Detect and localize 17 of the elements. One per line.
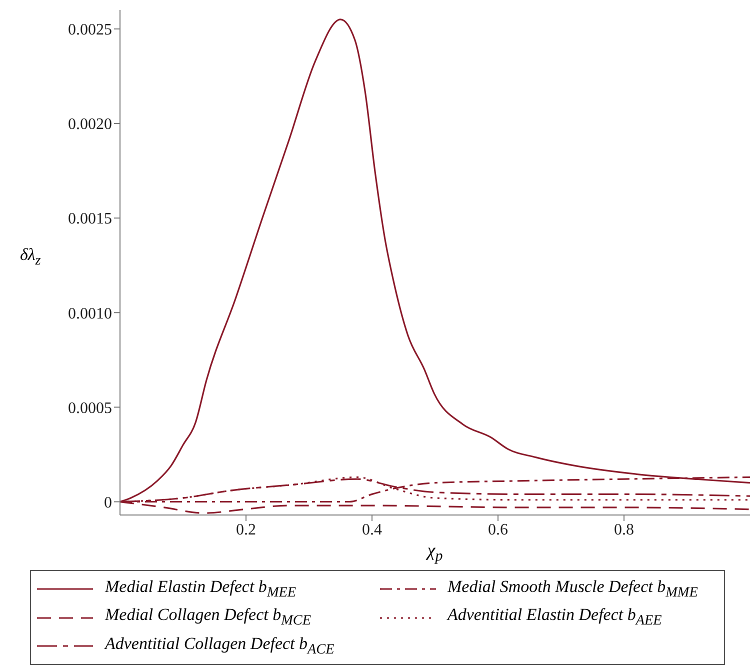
legend-label: Adventitial Elastin Defect b$_{AEE}$ xyxy=(448,605,662,630)
x-axis-title: χ$_{p}$ xyxy=(424,540,444,566)
legend-label: Medial Elastin Defect b$_{MEE}$ xyxy=(105,577,296,602)
x-tick-label: 0.8 xyxy=(614,521,634,538)
legend-label: Medial Smooth Muscle Defect b$_{MME}$ xyxy=(448,577,698,602)
y-tick-label: 0 xyxy=(104,494,112,512)
legend-label: Medial Collagen Defect b$_{MCE}$ xyxy=(105,605,311,630)
y-tick-label: 0.0020 xyxy=(68,116,112,134)
x-tick-label: 0.4 xyxy=(362,521,382,538)
y-tick-label: 0.0015 xyxy=(68,210,112,228)
x-tick-label: 0.6 xyxy=(488,521,508,538)
legend-label: Adventitial Collagen Defect b$_{ACE}$ xyxy=(105,634,334,658)
y-tick-label: 0.0025 xyxy=(68,22,112,39)
y-tick-label: 0.0010 xyxy=(68,305,112,322)
y-tick-label: 0.0005 xyxy=(68,400,112,417)
y-axis-title: δλ$_{z}$ xyxy=(20,245,41,270)
x-tick-label: 0.2 xyxy=(236,521,256,538)
